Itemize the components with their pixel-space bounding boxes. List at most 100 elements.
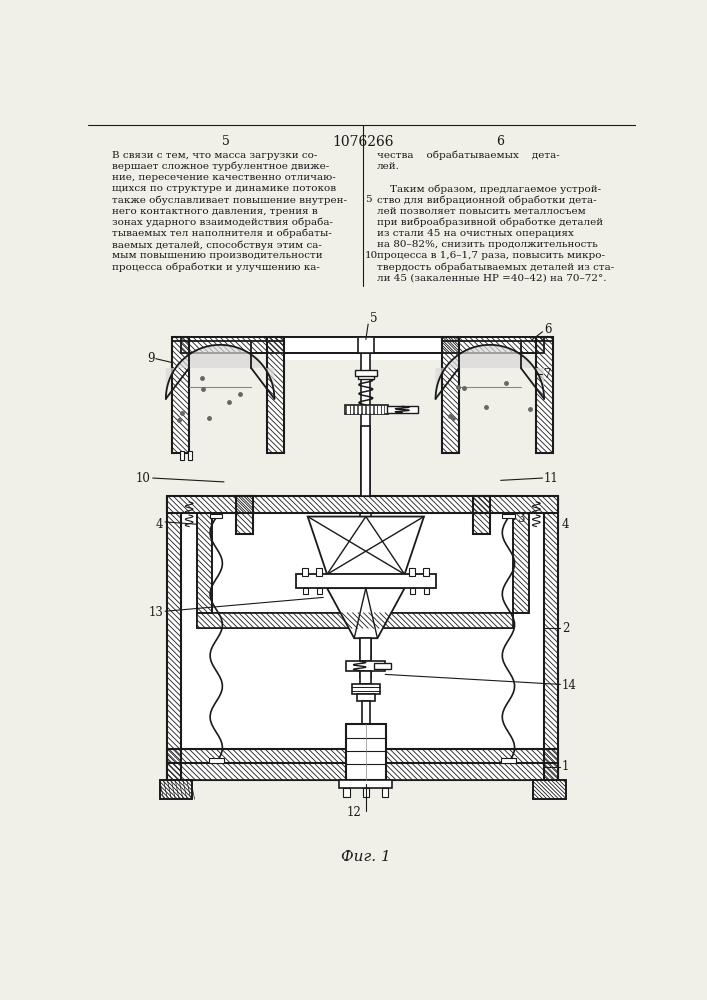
Text: Фиг. 1: Фиг. 1 [341, 850, 391, 864]
Bar [513, 513, 529, 613]
Text: 5: 5 [365, 195, 372, 204]
Polygon shape [327, 588, 404, 638]
Bar [355, 370, 377, 376]
Bar [182, 337, 544, 353]
Text: 14: 14 [562, 679, 577, 692]
Bar [473, 496, 490, 534]
Bar [378, 405, 380, 414]
Text: 2: 2 [562, 622, 569, 635]
Bar [361, 513, 371, 678]
Bar [168, 496, 558, 513]
Bar [424, 588, 428, 594]
Bar [381, 405, 385, 414]
Text: 1076266: 1076266 [332, 135, 394, 149]
Text: из стали 45 на очистных операциях: из стали 45 на очистных операциях [377, 229, 573, 238]
Bar [168, 497, 182, 780]
Bar [533, 780, 566, 799]
Bar [180, 451, 185, 460]
Bar [197, 613, 513, 628]
Bar [197, 613, 513, 628]
Text: зонах ударного взаимодействия обраба-: зонах ударного взаимодействия обраба- [112, 218, 332, 227]
Bar [513, 513, 529, 613]
Bar [182, 497, 544, 766]
Text: ство для вибрационной обработки дета-: ство для вибрационной обработки дета- [377, 195, 596, 205]
Text: В связи с тем, что масса загрузки со-: В связи с тем, что масса загрузки со- [112, 151, 317, 160]
Bar [358, 337, 373, 353]
Polygon shape [166, 345, 274, 399]
Bar [346, 661, 385, 671]
Bar [370, 405, 373, 414]
Bar [537, 337, 554, 453]
Text: при виброабразивной обработке деталей: при виброабразивной обработке деталей [377, 218, 603, 227]
Text: 6: 6 [496, 135, 504, 148]
Bar [537, 337, 554, 453]
Bar [358, 405, 361, 414]
Bar [361, 671, 371, 684]
Bar [410, 588, 414, 594]
Bar [533, 780, 566, 799]
Bar [409, 568, 416, 576]
Text: также обуславливает повышение внутрен-: также обуславливает повышение внутрен- [112, 195, 346, 205]
Bar [423, 568, 429, 576]
Text: 9: 9 [147, 352, 154, 365]
Bar [160, 780, 192, 799]
Text: твердость обрабатываемых деталей из ста-: твердость обрабатываемых деталей из ста- [377, 262, 614, 272]
Bar [544, 497, 558, 780]
Bar [502, 514, 515, 518]
Bar [168, 749, 558, 763]
Text: процесса в 1,6–1,7 раза, повысить микро-: процесса в 1,6–1,7 раза, повысить микро- [377, 251, 604, 260]
Bar [346, 724, 386, 780]
Bar [373, 663, 391, 669]
Bar [210, 514, 223, 518]
Text: ние, пересечение качественно отличаю-: ние, пересечение качественно отличаю- [112, 173, 335, 182]
Bar [501, 758, 516, 763]
Bar [187, 451, 192, 460]
Bar [473, 496, 490, 534]
Bar [373, 405, 377, 414]
Text: 10: 10 [365, 251, 378, 260]
Bar [172, 337, 189, 453]
Bar [168, 749, 558, 763]
Text: 12: 12 [347, 806, 361, 820]
Polygon shape [308, 517, 424, 574]
Bar [339, 780, 392, 788]
Text: 6: 6 [544, 323, 551, 336]
Bar [361, 638, 371, 661]
Text: на 80–82%, снизить продолжительность: на 80–82%, снизить продолжительность [377, 240, 597, 249]
Bar [346, 405, 349, 414]
Text: 4: 4 [156, 518, 163, 531]
Bar [197, 513, 212, 613]
Text: 13: 13 [148, 606, 163, 619]
Bar [316, 568, 322, 576]
Bar [442, 337, 459, 453]
Bar [345, 405, 387, 414]
Bar [303, 568, 308, 576]
Bar [366, 405, 369, 414]
Text: ли 45 (закаленные НР =40–42) на 70–72°.: ли 45 (закаленные НР =40–42) на 70–72°. [377, 274, 606, 283]
Text: 1: 1 [562, 760, 569, 773]
Text: 10: 10 [136, 472, 151, 485]
Bar [351, 405, 354, 414]
Bar [354, 405, 357, 414]
Text: него контактного давления, трения в: него контактного давления, трения в [112, 207, 317, 216]
Bar [284, 337, 442, 360]
Text: 5: 5 [370, 312, 378, 325]
Text: 4: 4 [562, 518, 569, 531]
Bar [235, 496, 252, 534]
Bar [168, 496, 558, 513]
Bar [361, 353, 370, 496]
Bar [182, 337, 544, 353]
Bar [317, 588, 322, 594]
Bar [362, 701, 370, 724]
Text: 7: 7 [544, 368, 551, 381]
Text: 3: 3 [517, 512, 525, 525]
Text: Таким образом, предлагаемое устрой-: Таким образом, предлагаемое устрой- [377, 184, 601, 194]
Text: лей.: лей. [377, 162, 399, 171]
Text: чества    обрабатываемых    дета-: чества обрабатываемых дета- [377, 151, 559, 160]
Bar [267, 337, 284, 453]
Bar [182, 337, 544, 353]
Bar [168, 497, 182, 780]
Bar [358, 374, 373, 379]
Text: 5: 5 [221, 135, 230, 148]
Bar [235, 496, 252, 534]
